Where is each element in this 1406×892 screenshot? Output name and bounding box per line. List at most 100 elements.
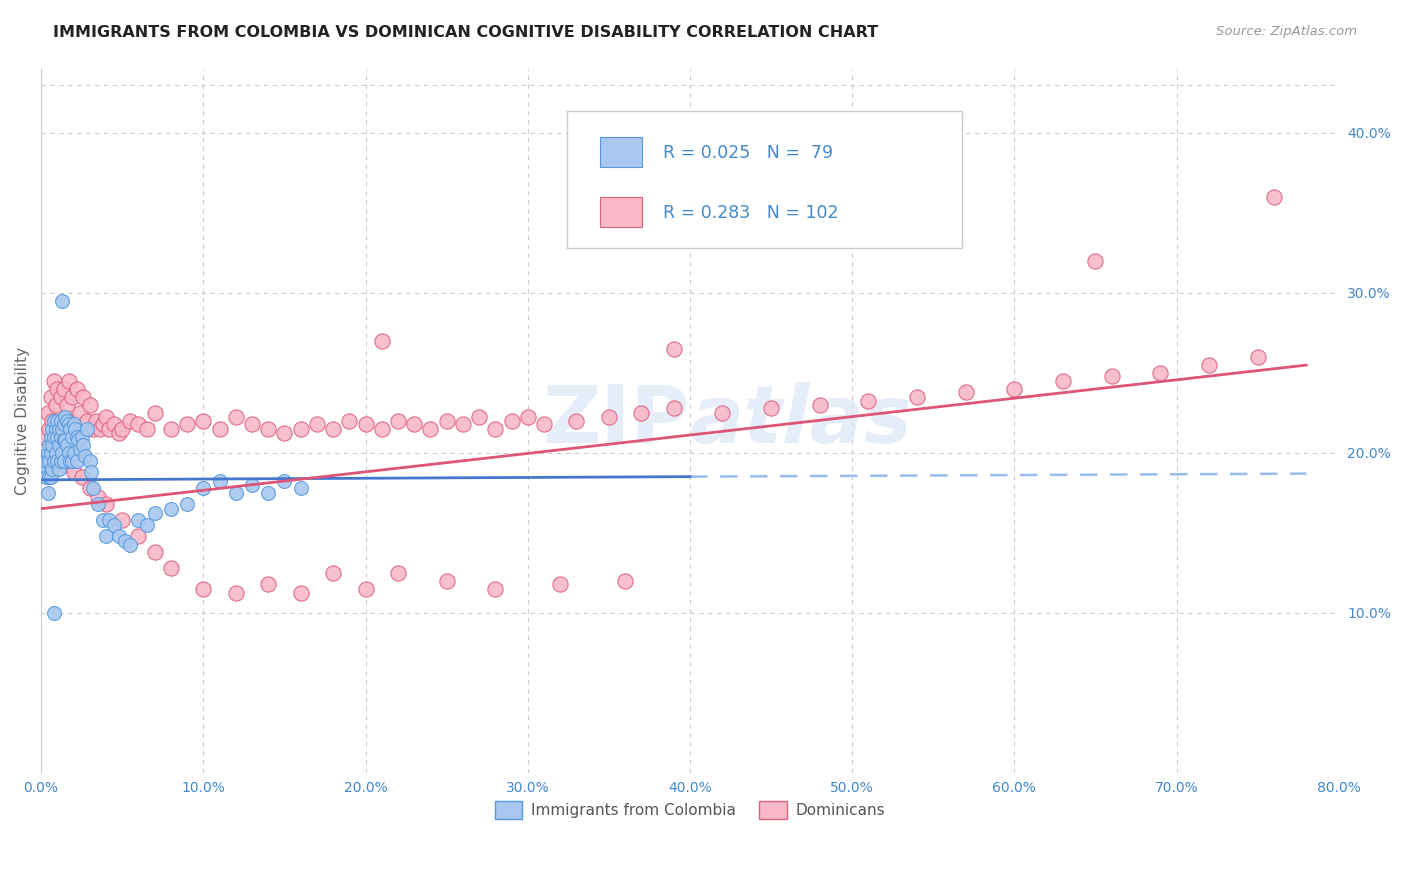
- Point: [1101, 368, 1123, 383]
- Point: [48, 437, 70, 451]
- Point: [39, 429, 62, 443]
- Point: [143, 545, 166, 559]
- Point: [240, 477, 263, 491]
- Point: [160, 422, 183, 436]
- Point: [82, 481, 104, 495]
- Point: [41, 422, 63, 436]
- Text: IMMIGRANTS FROM COLOMBIA VS DOMINICAN COGNITIVE DISABILITY CORRELATION CHART: IMMIGRANTS FROM COLOMBIA VS DOMINICAN CO…: [53, 25, 879, 40]
- Point: [51, 422, 73, 436]
- Point: [82, 422, 104, 436]
- Point: [76, 414, 98, 428]
- Point: [51, 293, 73, 308]
- Point: [337, 414, 360, 428]
- Point: [72, 437, 94, 451]
- Point: [208, 475, 231, 489]
- Point: [371, 422, 394, 436]
- Point: [111, 422, 134, 436]
- Point: [662, 342, 685, 356]
- Point: [94, 410, 117, 425]
- Text: atlas: atlas: [690, 382, 912, 459]
- Point: [66, 429, 89, 443]
- Point: [51, 414, 73, 428]
- Point: [60, 453, 83, 467]
- Point: [290, 481, 312, 495]
- Point: [41, 414, 63, 428]
- Point: [98, 513, 121, 527]
- Point: [1052, 374, 1074, 388]
- Point: [49, 390, 72, 404]
- Point: [73, 449, 96, 463]
- Point: [49, 414, 72, 428]
- Point: [84, 414, 107, 428]
- Point: [89, 422, 111, 436]
- Point: [808, 398, 831, 412]
- Point: [42, 429, 65, 443]
- Point: [135, 517, 157, 532]
- Point: [56, 414, 79, 428]
- Point: [662, 401, 685, 415]
- Point: [55, 458, 77, 473]
- Point: [387, 414, 409, 428]
- Point: [41, 461, 63, 475]
- Point: [62, 445, 84, 459]
- Point: [225, 410, 247, 425]
- Point: [501, 414, 523, 428]
- Point: [46, 453, 69, 467]
- Point: [55, 433, 77, 447]
- Point: [225, 586, 247, 600]
- Point: [63, 422, 86, 436]
- Point: [468, 410, 491, 425]
- Point: [120, 539, 142, 553]
- Point: [354, 582, 377, 596]
- Point: [630, 406, 652, 420]
- Text: R = 0.025   N =  79: R = 0.025 N = 79: [662, 144, 832, 162]
- Point: [114, 533, 136, 548]
- Point: [35, 453, 58, 467]
- Point: [98, 422, 121, 436]
- Point: [42, 606, 65, 620]
- Point: [108, 529, 131, 543]
- Point: [38, 453, 60, 467]
- Point: [76, 422, 98, 436]
- Point: [59, 453, 82, 467]
- Point: [58, 374, 80, 388]
- Point: [120, 414, 142, 428]
- Point: [193, 582, 215, 596]
- Point: [52, 433, 75, 447]
- Point: [127, 513, 149, 527]
- Point: [160, 501, 183, 516]
- Point: [91, 417, 114, 431]
- Point: [111, 513, 134, 527]
- Point: [34, 461, 56, 475]
- Point: [80, 465, 103, 479]
- Point: [69, 442, 91, 457]
- Point: [711, 406, 734, 420]
- Point: [87, 491, 110, 505]
- Point: [354, 417, 377, 431]
- Point: [45, 445, 67, 459]
- Point: [52, 453, 75, 467]
- Point: [37, 406, 59, 420]
- Point: [858, 394, 880, 409]
- Point: [69, 406, 91, 420]
- Point: [35, 469, 58, 483]
- Point: [62, 465, 84, 479]
- Point: [905, 390, 928, 404]
- Point: [257, 485, 280, 500]
- Point: [955, 384, 977, 399]
- Point: [419, 422, 441, 436]
- Point: [48, 422, 70, 436]
- Point: [91, 513, 114, 527]
- Point: [79, 453, 101, 467]
- Point: [108, 426, 131, 441]
- Point: [34, 429, 56, 443]
- Point: [38, 422, 60, 436]
- Point: [51, 445, 73, 459]
- Point: [79, 481, 101, 495]
- Point: [193, 481, 215, 495]
- FancyBboxPatch shape: [600, 196, 643, 227]
- Point: [257, 577, 280, 591]
- Point: [565, 414, 588, 428]
- Point: [70, 429, 93, 443]
- Point: [436, 414, 458, 428]
